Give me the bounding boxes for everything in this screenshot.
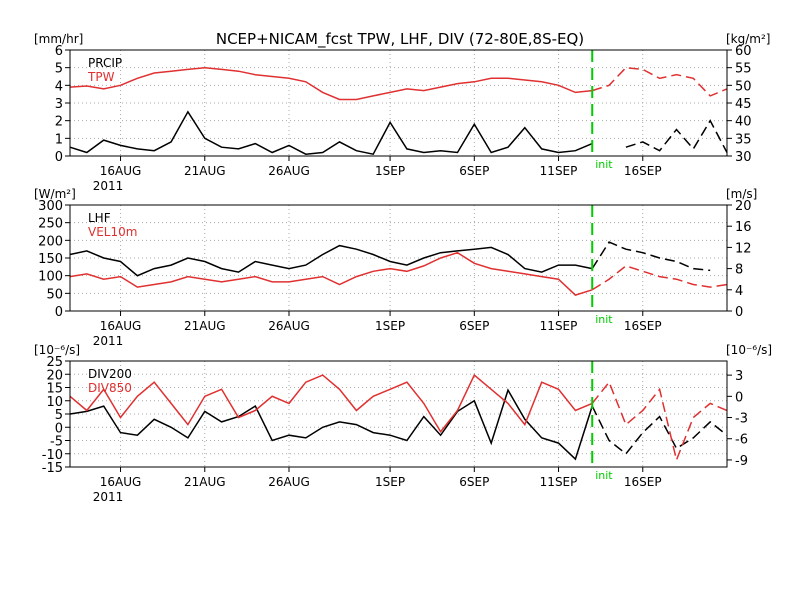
left-tick-label: -10 <box>42 448 63 463</box>
left-tick-label: 3 <box>55 97 63 112</box>
series-line-vel10m-forecast <box>591 265 728 291</box>
right-axis-unit: [m/s] <box>726 187 757 201</box>
series-line-lhf-forecast <box>591 241 711 272</box>
x-tick-label: 21AUG <box>184 164 226 178</box>
init-label: init <box>595 469 613 482</box>
right-tick-label: 40 <box>735 115 752 130</box>
left-tick-label: 100 <box>38 270 63 285</box>
right-tick-label: 8 <box>735 263 743 278</box>
x-tick-label: 1SEP <box>375 164 405 178</box>
right-tick-label: 45 <box>735 97 752 112</box>
init-label: init <box>595 158 613 171</box>
left-tick-label: 10 <box>46 395 63 410</box>
x-tick-label: 6SEP <box>459 475 489 489</box>
right-axis-unit: [kg/m²] <box>726 32 770 46</box>
left-tick-label: -15 <box>42 461 63 476</box>
left-tick-label: 250 <box>38 217 63 232</box>
right-tick-label: 3 <box>735 369 743 384</box>
x-tick-label: 11SEP <box>540 164 578 178</box>
x-tick-label: 16SEP <box>624 319 662 333</box>
left-tick-label: 150 <box>38 252 63 267</box>
series-line-tpw <box>69 66 593 101</box>
series-line-div200-forecast <box>591 405 728 455</box>
x-tick-label: 26AUG <box>268 319 310 333</box>
legend-tpw: TPW <box>87 70 115 84</box>
x-tick-label: 11SEP <box>540 319 578 333</box>
x-tick-label: 16AUG <box>100 164 142 178</box>
x-tick-label: 11SEP <box>540 475 578 489</box>
init-label: init <box>595 313 613 326</box>
left-tick-label: 0 <box>55 305 63 320</box>
right-tick-label: 35 <box>735 132 752 147</box>
legend-div850: DIV850 <box>88 381 132 395</box>
right-tick-label: -6 <box>735 433 748 448</box>
left-axis-unit: [10⁻⁶/s] <box>34 343 80 357</box>
left-tick-label: 20 <box>46 368 63 383</box>
year-label: 2011 <box>93 334 124 348</box>
left-tick-label: 0 <box>55 150 63 165</box>
series-line-lhf <box>69 244 593 277</box>
right-tick-label: 55 <box>735 62 752 77</box>
right-axis-unit: [10⁻⁶/s] <box>726 343 772 357</box>
series-line-tpw-forecast <box>591 66 728 97</box>
left-axis-unit: [W/m²] <box>34 187 76 201</box>
legend-lhf: LHF <box>88 211 111 225</box>
panel-3: DIV200DIV850init-15-10-50510152025[10⁻⁶/… <box>34 343 772 504</box>
series-line-prcip-forecast <box>625 119 728 153</box>
x-tick-label: 1SEP <box>375 475 405 489</box>
left-tick-label: 15 <box>46 382 63 397</box>
right-tick-label: -9 <box>735 454 748 469</box>
x-tick-label: 26AUG <box>268 475 310 489</box>
figure-title: NCEP+NICAM_fcst TPW, LHF, DIV (72-80E,8S… <box>216 30 584 49</box>
left-tick-label: 300 <box>38 199 63 214</box>
right-tick-label: 20 <box>735 199 752 214</box>
legend-prcip: PRCIP <box>88 56 122 70</box>
left-tick-label: 1 <box>55 132 63 147</box>
right-tick-label: -3 <box>735 412 748 427</box>
legend-div200: DIV200 <box>88 367 132 381</box>
x-tick-label: 1SEP <box>375 319 405 333</box>
series-line-div850-forecast <box>591 380 728 463</box>
x-tick-label: 6SEP <box>459 319 489 333</box>
x-tick-label: 21AUG <box>184 319 226 333</box>
panel-1: PRCIPTPWinit0123456[mm/hr]30354045505560… <box>34 32 770 193</box>
left-tick-label: 5 <box>55 408 63 423</box>
right-tick-label: 0 <box>735 305 743 320</box>
right-tick-label: 60 <box>735 44 752 59</box>
left-tick-label: 4 <box>55 79 63 94</box>
right-tick-label: 30 <box>735 150 752 165</box>
left-tick-label: -5 <box>50 435 63 450</box>
right-tick-label: 4 <box>735 284 743 299</box>
x-tick-label: 16SEP <box>624 164 662 178</box>
x-tick-label: 26AUG <box>268 164 310 178</box>
series-line-vel10m <box>69 251 593 296</box>
year-label: 2011 <box>93 490 124 504</box>
left-axis-unit: [mm/hr] <box>34 32 83 46</box>
x-tick-label: 16AUG <box>100 475 142 489</box>
legend-vel10m: VEL10m <box>88 225 137 239</box>
right-tick-label: 0 <box>735 390 743 405</box>
series-line-div850 <box>69 373 593 434</box>
left-tick-label: 25 <box>46 355 63 370</box>
left-tick-label: 200 <box>38 234 63 249</box>
left-tick-label: 6 <box>55 44 63 59</box>
x-tick-label: 16AUG <box>100 319 142 333</box>
x-tick-label: 6SEP <box>459 164 489 178</box>
left-tick-label: 0 <box>55 421 63 436</box>
x-tick-label: 21AUG <box>184 475 226 489</box>
year-label: 2011 <box>93 179 124 193</box>
series-line-div200 <box>69 388 593 461</box>
left-tick-label: 50 <box>46 287 63 302</box>
series-line-prcip <box>69 110 593 156</box>
x-tick-label: 16SEP <box>624 475 662 489</box>
right-tick-label: 16 <box>735 220 752 235</box>
left-tick-label: 2 <box>55 115 63 130</box>
right-tick-label: 50 <box>735 79 752 94</box>
left-tick-label: 5 <box>55 62 63 77</box>
right-tick-label: 12 <box>735 241 752 256</box>
